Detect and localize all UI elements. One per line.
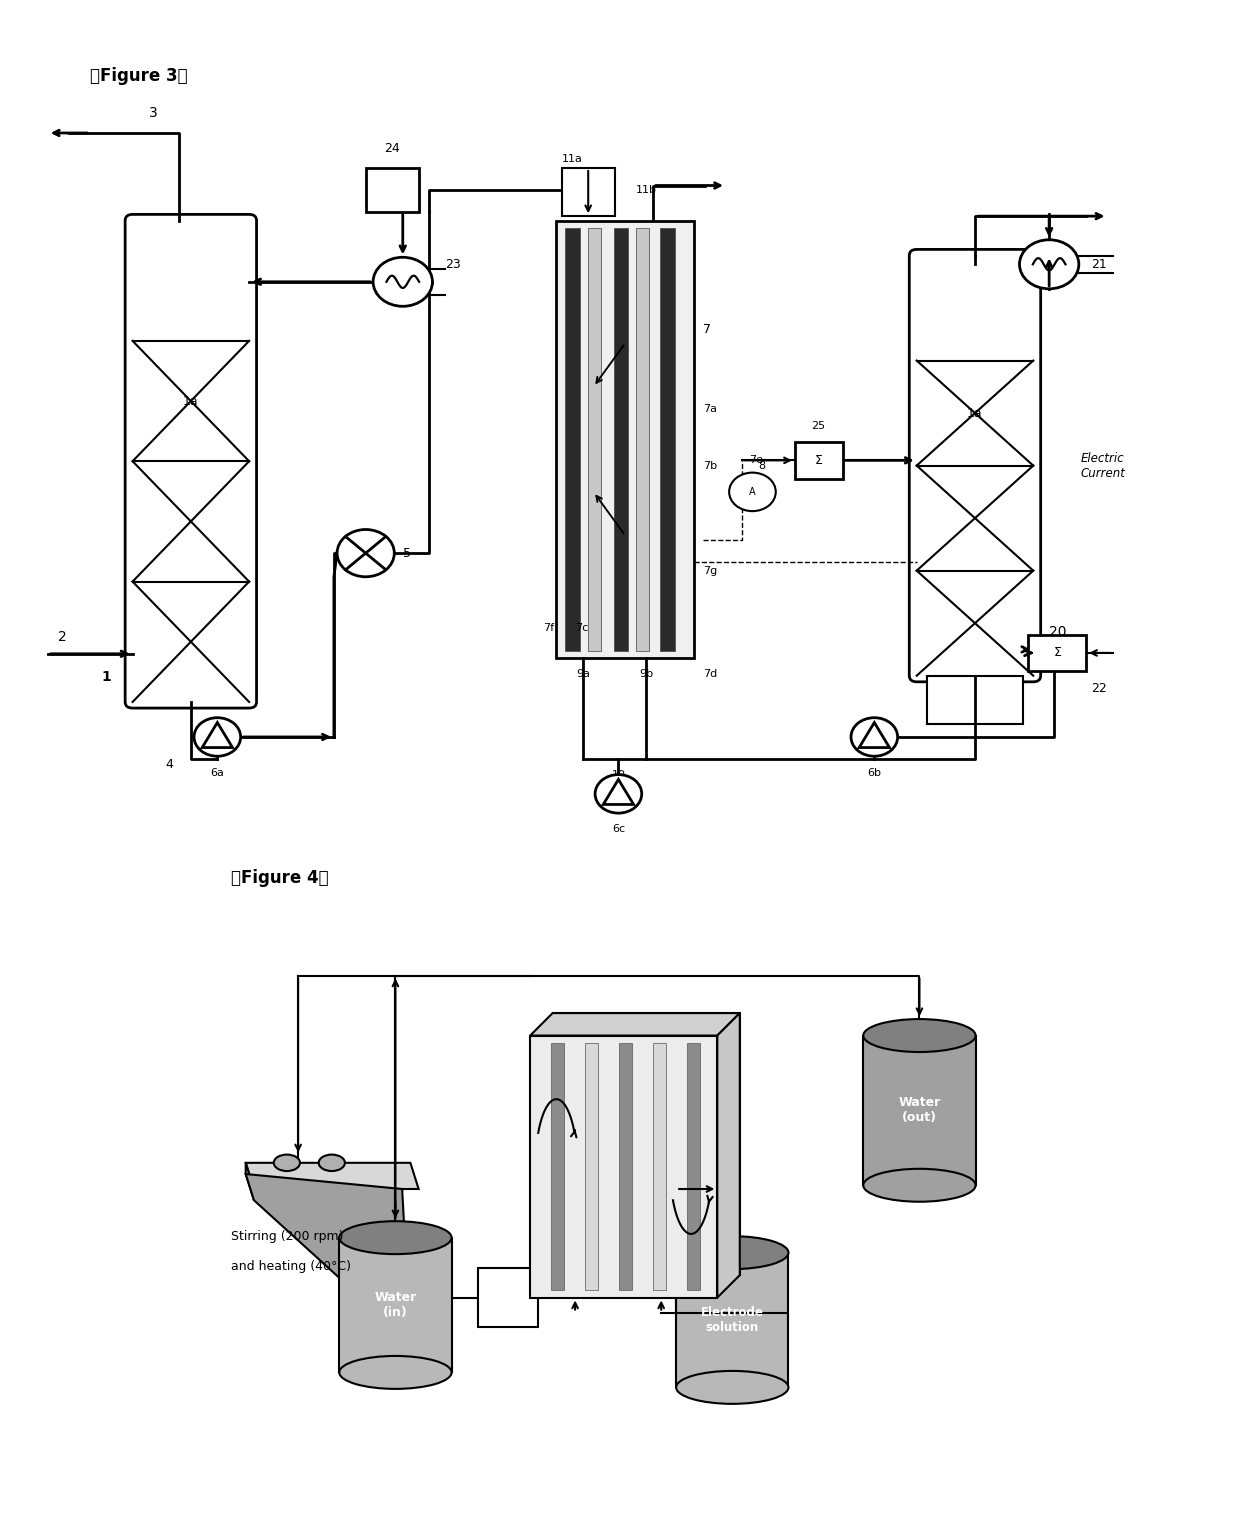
- Ellipse shape: [340, 1356, 451, 1389]
- Ellipse shape: [274, 1154, 300, 1171]
- Ellipse shape: [676, 1371, 789, 1404]
- Circle shape: [373, 258, 433, 306]
- Text: 7b: 7b: [703, 461, 717, 471]
- Text: 11a: 11a: [562, 153, 583, 164]
- Polygon shape: [246, 1164, 419, 1189]
- Text: 7f: 7f: [543, 623, 554, 633]
- Bar: [584, 1042, 598, 1291]
- Text: 4: 4: [166, 758, 174, 771]
- Text: 2: 2: [58, 630, 67, 644]
- Ellipse shape: [676, 1236, 789, 1270]
- Polygon shape: [531, 1014, 740, 1036]
- Ellipse shape: [863, 1168, 976, 1201]
- Bar: [340, 1238, 451, 1373]
- FancyBboxPatch shape: [125, 215, 257, 708]
- Bar: [795, 442, 842, 479]
- Text: 9a: 9a: [575, 668, 590, 679]
- Text: Water
(out): Water (out): [898, 1097, 941, 1124]
- Bar: [928, 676, 1023, 724]
- Text: 5: 5: [403, 547, 410, 559]
- Polygon shape: [246, 1174, 410, 1342]
- Text: 3: 3: [149, 106, 159, 120]
- Text: 22: 22: [1091, 682, 1107, 695]
- Bar: [676, 1253, 789, 1388]
- Text: 21: 21: [1091, 258, 1107, 271]
- Circle shape: [1019, 239, 1079, 289]
- Bar: [562, 168, 615, 217]
- Circle shape: [193, 718, 241, 756]
- Text: $\Sigma$: $\Sigma$: [815, 454, 823, 467]
- Text: 1a: 1a: [967, 406, 983, 420]
- Text: 11b: 11b: [636, 185, 657, 195]
- Text: 20: 20: [1049, 624, 1066, 639]
- Text: 25: 25: [811, 421, 825, 430]
- Bar: [660, 227, 675, 651]
- Bar: [619, 1042, 632, 1291]
- Text: 8: 8: [758, 461, 765, 471]
- Bar: [863, 1036, 976, 1185]
- Bar: [557, 221, 694, 658]
- Bar: [565, 227, 580, 651]
- Text: 7g: 7g: [703, 565, 717, 576]
- Text: 10: 10: [611, 770, 625, 780]
- Text: Electric
Current: Electric Current: [1081, 451, 1126, 480]
- Bar: [1028, 635, 1086, 671]
- Bar: [553, 1014, 740, 1276]
- Text: 7a: 7a: [703, 403, 717, 414]
- Text: 1: 1: [102, 671, 110, 685]
- Text: A: A: [749, 486, 755, 497]
- Bar: [687, 1042, 701, 1291]
- Bar: [366, 168, 419, 212]
- Text: 9b: 9b: [639, 668, 653, 679]
- Polygon shape: [603, 779, 634, 804]
- Circle shape: [851, 718, 898, 756]
- Bar: [551, 1042, 564, 1291]
- FancyBboxPatch shape: [909, 250, 1040, 682]
- Text: Water
(in): Water (in): [374, 1291, 417, 1320]
- Text: Stirring (200 rpm): Stirring (200 rpm): [231, 1230, 343, 1244]
- Text: 6c: 6c: [611, 824, 625, 835]
- Text: 7e: 7e: [749, 456, 763, 465]
- Polygon shape: [202, 723, 232, 747]
- Text: 7c: 7c: [575, 623, 589, 633]
- Bar: [636, 227, 649, 651]
- Text: $\Sigma$: $\Sigma$: [1053, 647, 1061, 659]
- Bar: [614, 227, 629, 651]
- Circle shape: [729, 473, 776, 511]
- Ellipse shape: [340, 1221, 451, 1254]
- Text: and heating (40°C): and heating (40°C): [231, 1260, 351, 1273]
- Bar: [588, 227, 601, 651]
- Ellipse shape: [319, 1154, 345, 1171]
- Text: 23: 23: [445, 258, 461, 271]
- Text: 7: 7: [703, 323, 711, 336]
- Circle shape: [337, 530, 394, 577]
- Text: Electrode
solution: Electrode solution: [701, 1306, 764, 1335]
- Text: 24: 24: [384, 142, 401, 155]
- Ellipse shape: [863, 1020, 976, 1051]
- Text: 6b: 6b: [867, 768, 882, 777]
- Text: 6a: 6a: [211, 768, 224, 777]
- Text: 【Figure 3】: 【Figure 3】: [91, 67, 187, 85]
- Bar: [531, 1036, 717, 1297]
- Polygon shape: [717, 1014, 740, 1297]
- Bar: [477, 1268, 538, 1327]
- Text: 7d: 7d: [703, 668, 717, 679]
- Bar: [652, 1042, 666, 1291]
- Text: 【Figure 4】: 【Figure 4】: [231, 870, 329, 888]
- Polygon shape: [859, 723, 889, 747]
- Polygon shape: [246, 1164, 254, 1200]
- Circle shape: [595, 774, 642, 814]
- Text: 1a: 1a: [184, 394, 198, 408]
